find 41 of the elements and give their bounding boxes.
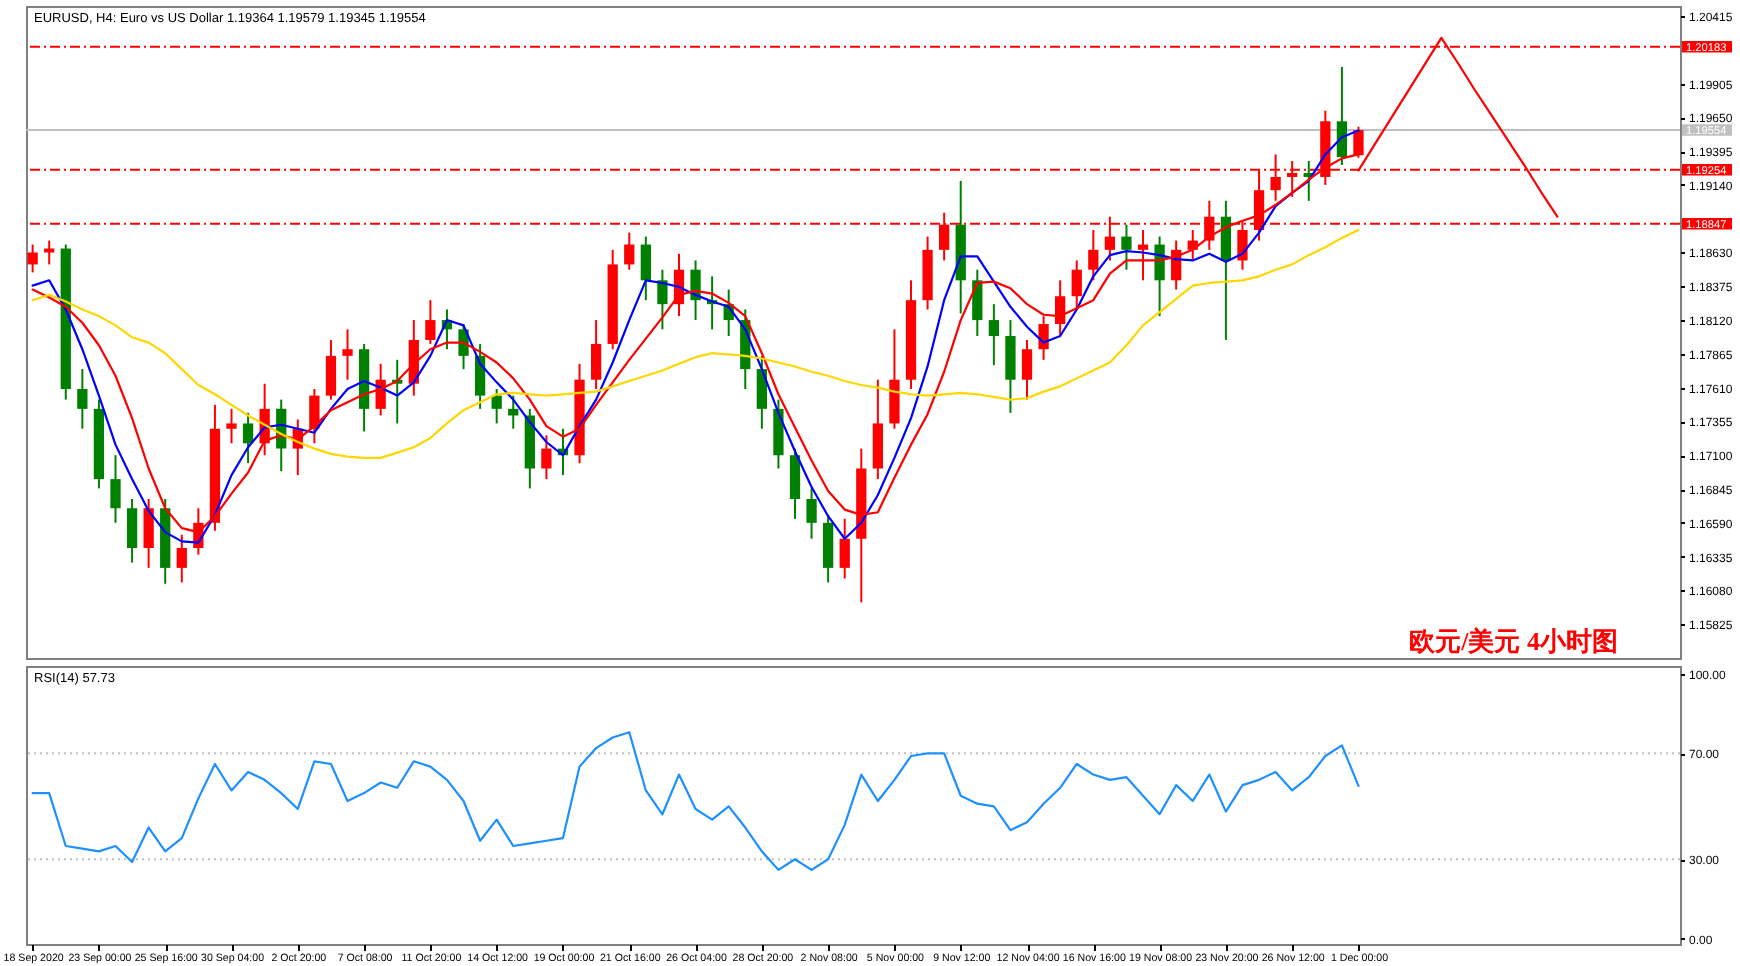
candlestick	[541, 434, 552, 481]
candlestick	[1021, 338, 1033, 401]
candlestick	[27, 243, 38, 274]
candlestick	[690, 259, 701, 322]
candlestick	[226, 407, 237, 445]
annotation: 欧元/美元 4小时图	[1409, 626, 1618, 656]
candlestick	[1071, 259, 1082, 311]
candlestick	[242, 411, 254, 465]
candlestick	[176, 533, 187, 584]
candlestick	[491, 387, 502, 425]
candlestick	[77, 368, 88, 430]
candlestick	[1038, 315, 1049, 361]
candlestick	[325, 338, 337, 401]
candlestick	[872, 378, 883, 481]
candlestick	[640, 235, 651, 302]
candlestick	[110, 454, 121, 524]
candlestick	[590, 319, 602, 390]
candlestick	[342, 328, 353, 381]
candlestick	[624, 231, 635, 271]
candlestick	[773, 398, 784, 470]
candlestick	[1088, 228, 1099, 282]
candlestick	[839, 517, 850, 580]
candlestick	[1121, 223, 1132, 271]
candlestick	[1154, 235, 1165, 318]
candlestick	[889, 328, 900, 430]
line-series	[31, 228, 1360, 459]
candlestick	[657, 268, 668, 331]
candlestick	[309, 387, 320, 445]
line-series	[31, 731, 1360, 871]
candlestick	[1336, 65, 1348, 167]
candlestick	[756, 354, 767, 430]
candlestick	[789, 447, 801, 520]
candlestick	[143, 497, 154, 569]
candlestick	[823, 513, 834, 584]
candlestick	[988, 303, 1000, 367]
candlestick	[806, 487, 817, 540]
candlestick	[1005, 319, 1016, 414]
candlestick	[425, 299, 436, 345]
candlestick	[1137, 228, 1149, 282]
candlestick	[126, 497, 138, 564]
candlestick	[1055, 279, 1066, 337]
